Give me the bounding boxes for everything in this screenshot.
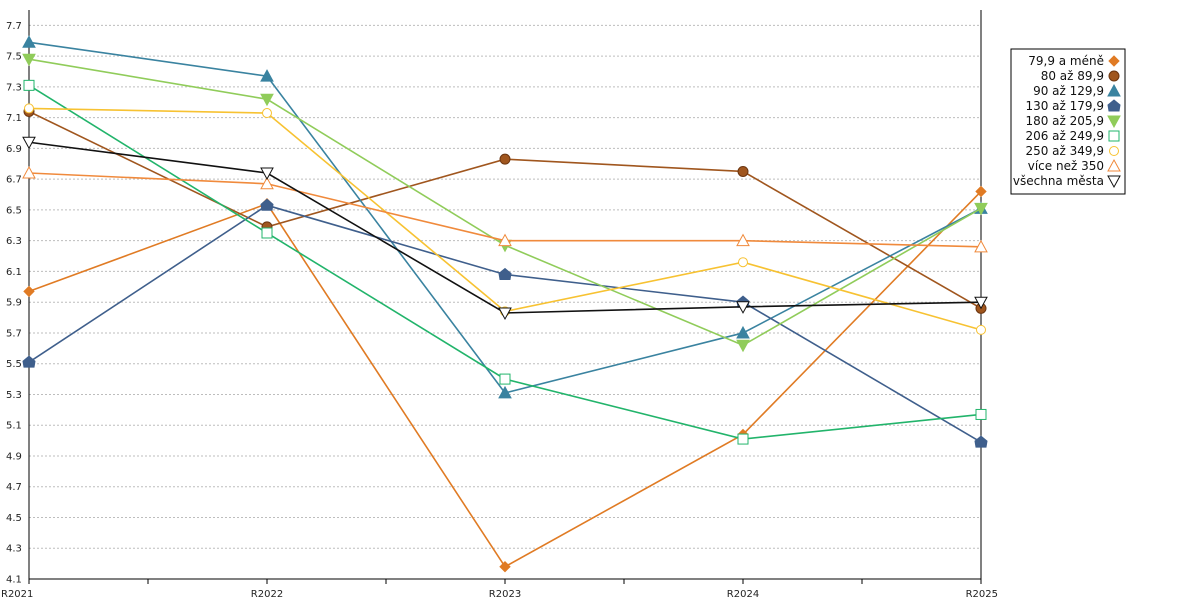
y-tick-label: 5.9 bbox=[6, 298, 22, 309]
legend-label: 80 až 89,9 bbox=[1041, 69, 1104, 83]
legend-marker bbox=[1107, 83, 1121, 97]
y-tick-label: 6.1 bbox=[6, 267, 22, 278]
data-point bbox=[974, 435, 988, 448]
x-tick-label: R2023 bbox=[489, 589, 521, 600]
data-point bbox=[498, 267, 512, 281]
series-group bbox=[22, 35, 988, 573]
y-tick-label: 5.1 bbox=[6, 421, 22, 432]
legend-box bbox=[1010, 48, 1126, 195]
y-tick-label: 6.7 bbox=[6, 175, 22, 186]
data-point bbox=[975, 408, 987, 420]
series-5 bbox=[23, 79, 987, 445]
legend-label: 250 až 349,9 bbox=[1025, 144, 1104, 158]
legend-marker bbox=[1109, 146, 1119, 156]
x-tick-label: R2024 bbox=[727, 589, 759, 600]
y-tick-label: 6.9 bbox=[6, 144, 22, 155]
data-point bbox=[974, 202, 988, 216]
data-point bbox=[737, 433, 749, 445]
data-point bbox=[22, 53, 36, 67]
data-point bbox=[22, 165, 36, 179]
series-2 bbox=[22, 35, 988, 399]
data-point bbox=[738, 257, 748, 268]
y-tick-label: 5.5 bbox=[6, 359, 22, 370]
grid bbox=[29, 24, 981, 549]
data-point bbox=[736, 301, 750, 314]
series-8 bbox=[22, 136, 988, 320]
data-point bbox=[22, 136, 36, 150]
series-7 bbox=[22, 165, 988, 253]
data-point bbox=[498, 385, 512, 399]
legend-label: 79,9 a méně bbox=[1028, 54, 1104, 68]
legend-marker bbox=[1107, 115, 1121, 129]
y-tick-label: 7.7 bbox=[6, 21, 22, 32]
x-tick-label: R2022 bbox=[251, 589, 283, 600]
data-point bbox=[976, 324, 986, 335]
data-point bbox=[736, 325, 750, 339]
data-point bbox=[737, 165, 749, 177]
x-tick-label: R2021 bbox=[1, 589, 33, 600]
y-tick-label: 6.5 bbox=[6, 205, 22, 216]
data-point bbox=[23, 79, 35, 91]
y-tick-label: 4.1 bbox=[6, 575, 22, 586]
data-point bbox=[736, 233, 750, 247]
data-point bbox=[974, 239, 988, 253]
y-tick-label: 4.9 bbox=[6, 451, 22, 462]
y-tick-label: 6.3 bbox=[6, 236, 22, 247]
data-point bbox=[260, 198, 274, 211]
legend-label: více než 350 bbox=[1028, 159, 1104, 173]
data-point bbox=[22, 35, 36, 48]
data-point bbox=[498, 233, 512, 247]
legend-marker bbox=[1107, 175, 1121, 189]
data-point bbox=[23, 285, 35, 298]
x-tick-label: R2025 bbox=[966, 589, 998, 600]
legend-marker bbox=[1108, 130, 1120, 142]
data-point bbox=[260, 167, 274, 181]
data-point bbox=[974, 296, 988, 310]
y-tick-label: 7.5 bbox=[6, 52, 22, 63]
legend-marker bbox=[1108, 70, 1120, 82]
y-tick-label: 4.7 bbox=[6, 482, 22, 493]
legend-marker bbox=[1107, 99, 1121, 112]
data-point bbox=[499, 153, 511, 165]
legend-label: 180 až 205,9 bbox=[1025, 114, 1104, 128]
series-6 bbox=[24, 103, 986, 335]
series-line bbox=[28, 107, 982, 331]
axes: 4.1 4.3 4.5 4.7 4.9 5.1 5.3 5.5 5.7 5.9 6.1 6.3 6.5 6… bbox=[1, 10, 998, 600]
data-point bbox=[736, 339, 750, 353]
legend-marker bbox=[1108, 55, 1120, 67]
y-tick-label: 5.7 bbox=[6, 328, 22, 339]
legend-marker bbox=[1107, 158, 1121, 172]
legend-label: všechna města bbox=[1013, 174, 1104, 188]
data-point bbox=[498, 307, 512, 320]
data-point bbox=[260, 93, 274, 107]
data-point bbox=[499, 373, 511, 385]
data-point bbox=[22, 355, 36, 368]
data-point bbox=[261, 227, 273, 239]
y-tick-label: 7.1 bbox=[6, 113, 22, 124]
legend-label: 130 až 179,9 bbox=[1025, 99, 1104, 113]
data-point bbox=[262, 108, 272, 119]
data-point bbox=[24, 103, 34, 114]
y-tick-label: 7.3 bbox=[6, 82, 22, 93]
y-tick-label: 5.3 bbox=[6, 390, 22, 401]
data-point bbox=[260, 176, 274, 190]
y-tick-label: 4.3 bbox=[6, 544, 22, 555]
legend-label: 90 až 129,9 bbox=[1033, 84, 1104, 98]
series-3 bbox=[22, 198, 988, 448]
data-point bbox=[975, 185, 987, 198]
y-tick-label: 4.5 bbox=[6, 513, 22, 524]
legend-label: 206 až 249,9 bbox=[1025, 129, 1104, 143]
series-line bbox=[28, 41, 982, 394]
data-point bbox=[260, 69, 274, 82]
data-point bbox=[499, 560, 511, 573]
series-line bbox=[28, 141, 982, 314]
